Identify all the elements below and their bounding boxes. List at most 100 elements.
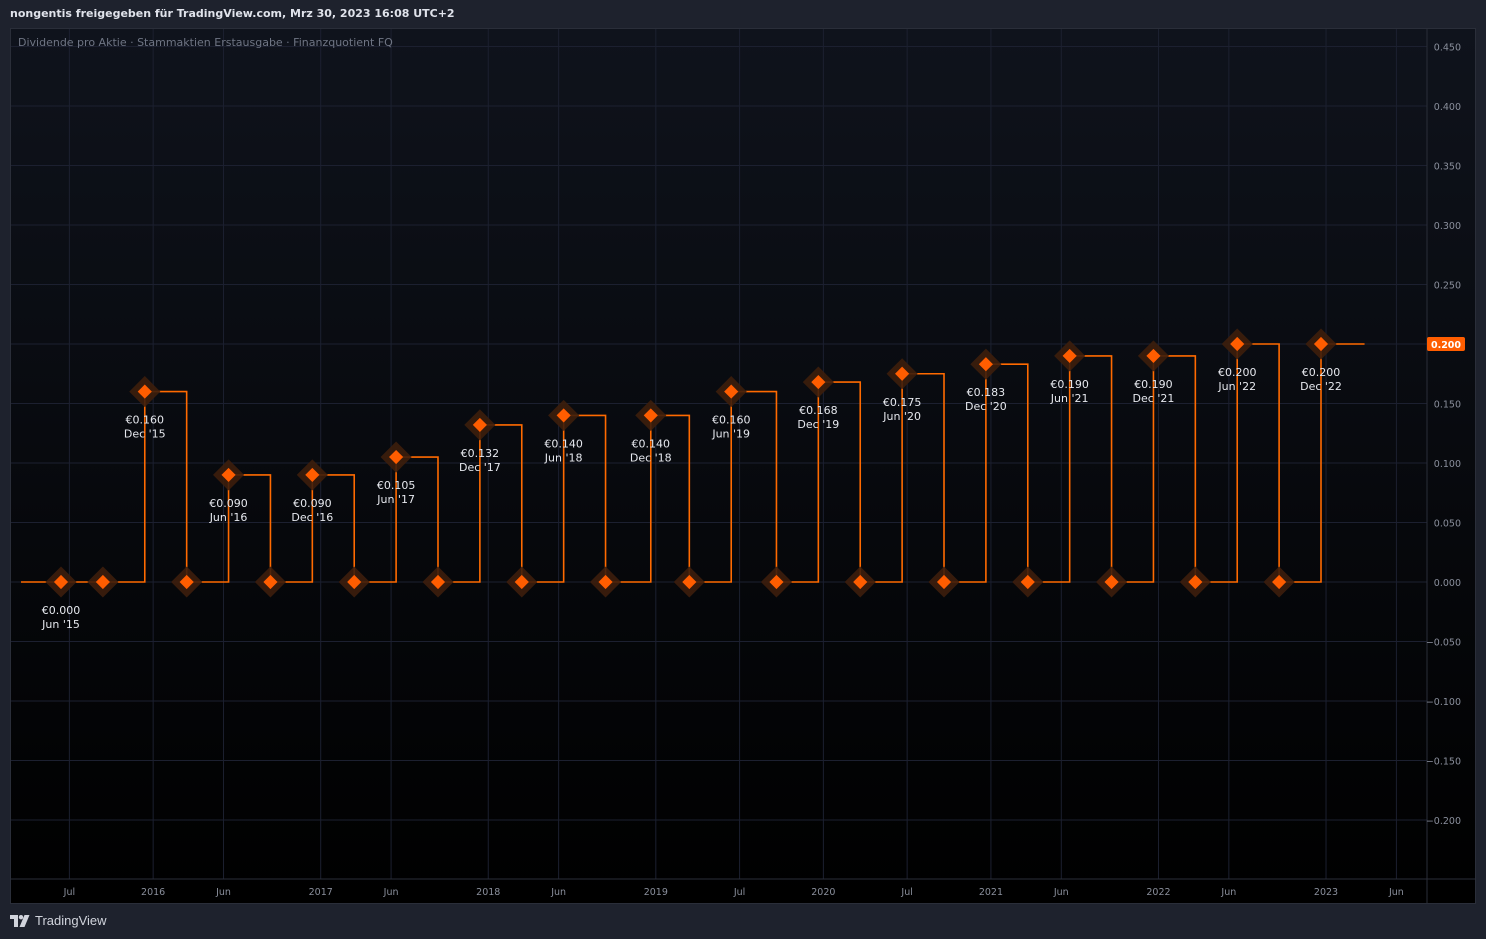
x-tick-label: Jun bbox=[383, 887, 399, 898]
x-tick-label: Jun bbox=[550, 887, 566, 898]
y-tick-label: 0.050 bbox=[1434, 519, 1461, 530]
dividend-value-label: €0.200 bbox=[1302, 366, 1341, 379]
dividend-period-label: Jun '19 bbox=[711, 428, 750, 441]
dividend-value-label: €0.140 bbox=[632, 437, 671, 450]
dividend-marker bbox=[1146, 348, 1161, 363]
y-tick-label: 0.250 bbox=[1434, 281, 1461, 292]
dividend-value-label: €0.090 bbox=[293, 497, 332, 510]
dividend-marker bbox=[1020, 574, 1035, 590]
x-tick-label: 2021 bbox=[979, 887, 1003, 898]
tradingview-logo-icon bbox=[10, 914, 30, 927]
dividend-marker bbox=[1062, 348, 1077, 363]
y-tick-label: 0.350 bbox=[1434, 162, 1461, 173]
y-tick-label: 0.450 bbox=[1434, 43, 1461, 54]
dividend-marker bbox=[936, 574, 952, 590]
grid-lines bbox=[11, 29, 1427, 879]
y-tick-label: 0.300 bbox=[1434, 221, 1461, 232]
dividend-period-label: Dec '22 bbox=[1300, 380, 1342, 393]
x-tick-label: Jun bbox=[1388, 887, 1404, 898]
y-tick-label: 0.100 bbox=[1434, 459, 1461, 470]
tradingview-brand-name: TradingView bbox=[35, 913, 107, 928]
last-value-badge bbox=[1427, 337, 1465, 351]
dividend-chart[interactable]: Dividende pro Aktie · Stammaktien Erstau… bbox=[11, 29, 1475, 903]
dividend-value-label: €0.168 bbox=[799, 404, 838, 417]
x-tick-label: Jun bbox=[1220, 887, 1236, 898]
dividend-marker bbox=[682, 574, 697, 590]
y-tick-label: 0.400 bbox=[1434, 102, 1461, 113]
dividend-period-label: Dec '16 bbox=[291, 511, 333, 524]
last-value-label: 0.200 bbox=[1427, 337, 1465, 351]
dividend-marker bbox=[95, 574, 110, 590]
dividend-value-label: €0.160 bbox=[126, 414, 165, 427]
y-tick-label: 0.150 bbox=[1434, 400, 1461, 411]
dividend-marker bbox=[221, 467, 236, 482]
chart-panel[interactable]: Dividende pro Aktie · Stammaktien Erstau… bbox=[10, 28, 1476, 904]
x-tick-label: Jun bbox=[215, 887, 231, 898]
y-tick-label: −0.150 bbox=[1426, 757, 1461, 768]
dividend-marker bbox=[556, 408, 571, 423]
dividend-marker bbox=[853, 574, 868, 590]
dividend-period-label: Dec '19 bbox=[797, 418, 839, 431]
dividend-marker bbox=[1104, 574, 1119, 590]
dividend-marker bbox=[598, 574, 613, 590]
dividend-marker bbox=[1272, 574, 1287, 590]
dividend-marker bbox=[769, 574, 784, 590]
x-tick-label: Jul bbox=[733, 887, 745, 898]
last-value-text: 0.200 bbox=[1431, 340, 1461, 351]
dividend-period-label: Dec '21 bbox=[1133, 392, 1175, 405]
dividend-period-label: Dec '18 bbox=[630, 451, 672, 464]
x-tick-label: Jul bbox=[900, 887, 912, 898]
dividend-value-label: €0.140 bbox=[544, 437, 583, 450]
x-tick-label: 2022 bbox=[1146, 887, 1170, 898]
y-tick-label: −0.100 bbox=[1426, 697, 1461, 708]
y-tick-label: 0.000 bbox=[1434, 578, 1461, 589]
dividend-period-label: Jun '16 bbox=[209, 511, 248, 524]
dividend-value-label: €0.175 bbox=[883, 396, 922, 409]
dividend-value-label: €0.183 bbox=[967, 386, 1006, 399]
x-tick-label: 2020 bbox=[811, 887, 835, 898]
chart-title: Dividende pro Aktie · Stammaktien Erstau… bbox=[18, 36, 393, 49]
dividend-marker bbox=[137, 384, 152, 399]
share-info-text: nongentis freigegeben für TradingView.co… bbox=[10, 7, 455, 20]
dividend-marker bbox=[430, 574, 446, 590]
y-tick-label: −0.050 bbox=[1426, 638, 1461, 649]
x-tick-label: 2023 bbox=[1314, 887, 1338, 898]
dividend-period-label: Dec '15 bbox=[124, 428, 166, 441]
dividend-marker bbox=[895, 366, 910, 381]
dividend-marker bbox=[1313, 336, 1329, 352]
x-tick-label: 2018 bbox=[476, 887, 500, 898]
dividend-period-label: Jun '22 bbox=[1217, 380, 1256, 393]
price-axis: 0.450 0.400 0.350 0.300 0.250 0.200 0.150 0.100… bbox=[1426, 43, 1461, 828]
dividend-period-label: Dec '17 bbox=[459, 461, 501, 474]
dividend-marker bbox=[472, 417, 487, 432]
dividend-value-label: €0.200 bbox=[1218, 366, 1257, 379]
dividend-period-label: Jun '17 bbox=[376, 493, 415, 506]
footer-bar bbox=[0, 904, 1486, 939]
tradingview-logo[interactable]: TradingView bbox=[10, 913, 107, 928]
dividend-marker bbox=[389, 449, 404, 465]
dividend-marker bbox=[811, 375, 826, 390]
dividend-value-label: €0.132 bbox=[461, 447, 500, 460]
dividend-value-label: €0.000 bbox=[42, 604, 81, 617]
dividend-marker bbox=[724, 384, 739, 399]
dividend-value-label: €0.160 bbox=[712, 414, 751, 427]
time-axis: Jul 2016 Jun 2017 Jun 2018 Jun 2019 Jul 2020 Jul 20… bbox=[63, 887, 1404, 898]
dividend-value-label: €0.105 bbox=[377, 479, 416, 492]
dividend-period-label: Jun '15 bbox=[41, 618, 80, 631]
dividend-period-label: Dec '20 bbox=[965, 400, 1007, 413]
top-bar: nongentis freigegeben für TradingView.co… bbox=[0, 0, 1486, 28]
dividend-marker bbox=[53, 574, 69, 590]
x-tick-label: Jul bbox=[63, 887, 75, 898]
y-tick-label: −0.200 bbox=[1426, 816, 1461, 827]
dividend-marker bbox=[347, 574, 362, 590]
x-tick-label: 2017 bbox=[309, 887, 333, 898]
x-tick-label: Jun bbox=[1053, 887, 1069, 898]
dividend-value-label: €0.190 bbox=[1134, 378, 1173, 391]
dividend-marker bbox=[305, 467, 320, 482]
x-tick-label: 2016 bbox=[141, 887, 165, 898]
dividend-marker bbox=[1230, 336, 1245, 352]
dividend-period-label: Jun '21 bbox=[1050, 392, 1089, 405]
x-tick-label: 2019 bbox=[644, 887, 668, 898]
dividend-marker bbox=[1188, 574, 1203, 590]
